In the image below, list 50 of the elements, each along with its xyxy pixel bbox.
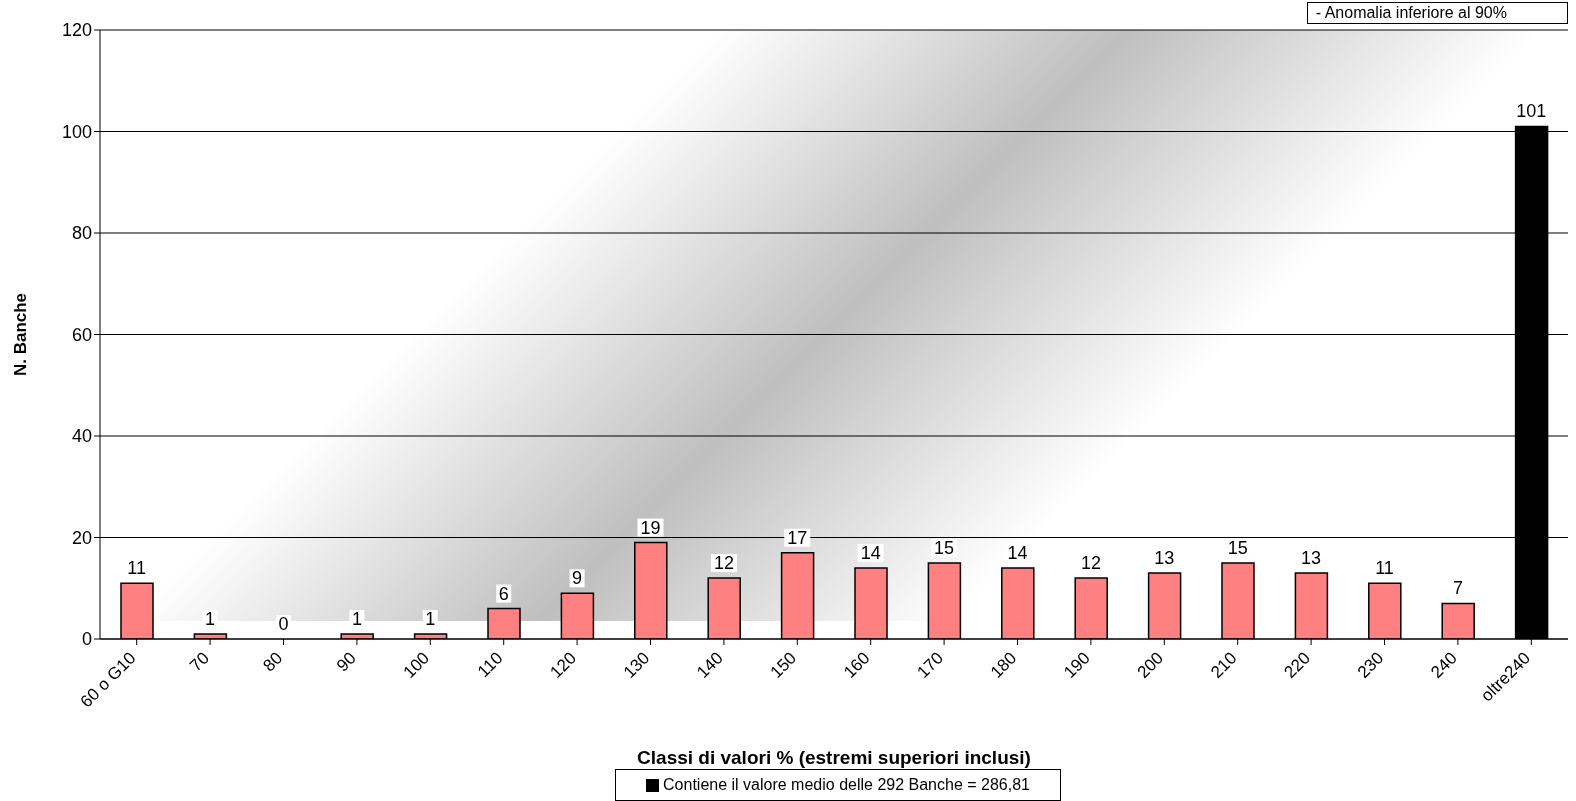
data-label: 11 [127,558,147,579]
data-label: 1 [205,608,216,629]
data-label: 101 [1516,101,1547,122]
x-axis-title: Classi di valori % (estremi superiori inclusi) [637,747,1031,768]
text: - Anomalia inferiore al 90% [1306,2,1568,24]
x-tick-label: 120 [546,648,580,682]
x-tick-label: 210 [1207,648,1241,682]
data-label: 12 [713,553,734,574]
data-label: 1 [425,608,436,629]
y-tick-label: 100 [61,121,92,142]
data-label: 15 [934,537,955,558]
y-axis-title: N. Banche [11,292,31,377]
y-tick-label: 20 [71,527,92,548]
x-tick-label: 100 [399,648,434,682]
x-tick-label: 80 [259,648,287,676]
y-tick-label: 60 [71,324,92,345]
data-label: 14 [860,542,881,563]
x-tick-label: 130 [619,648,654,682]
data-label: 7 [1452,578,1463,599]
data-label: 1 [351,608,362,629]
y-tick-label: 120 [61,20,92,41]
x-tick-label: 200 [1133,648,1168,682]
x-tick-label: 190 [1060,648,1094,682]
data-label: 9 [572,568,583,589]
x-tick-label: 170 [913,648,947,682]
data-label: 6 [498,583,509,604]
data-label: 15 [1227,537,1248,558]
x-tick-label: 150 [766,648,801,682]
data-label: 14 [1007,542,1028,563]
x-tick-label: 160 [840,648,874,682]
data-label: 0 [278,614,289,634]
x-tick-label: 140 [693,648,727,682]
x-tick-label: 70 [186,648,213,676]
x-tick-label: 60 o G10 [76,648,140,712]
x-tick-label: 90 [332,648,360,676]
data-label: 13 [1301,548,1322,569]
x-tick-label: 220 [1280,648,1314,682]
x-tick-label: 230 [1353,648,1388,682]
data-label: 17 [787,527,808,548]
y-tick-label: 0 [81,629,92,650]
data-label: 12 [1080,553,1101,574]
x-tick-label: 240 [1427,648,1461,682]
y-tick-label: 40 [71,426,92,447]
legend-label: Contiene il valore medio delle 292 Banche = 286,81 [663,776,1030,794]
data-label: 13 [1154,548,1175,569]
data-label: 19 [640,517,661,538]
data-label: 11 [1375,558,1394,579]
x-tick-label: 110 [473,648,507,681]
y-tick-label: 80 [71,223,92,244]
x-tick-label: 180 [986,648,1021,682]
